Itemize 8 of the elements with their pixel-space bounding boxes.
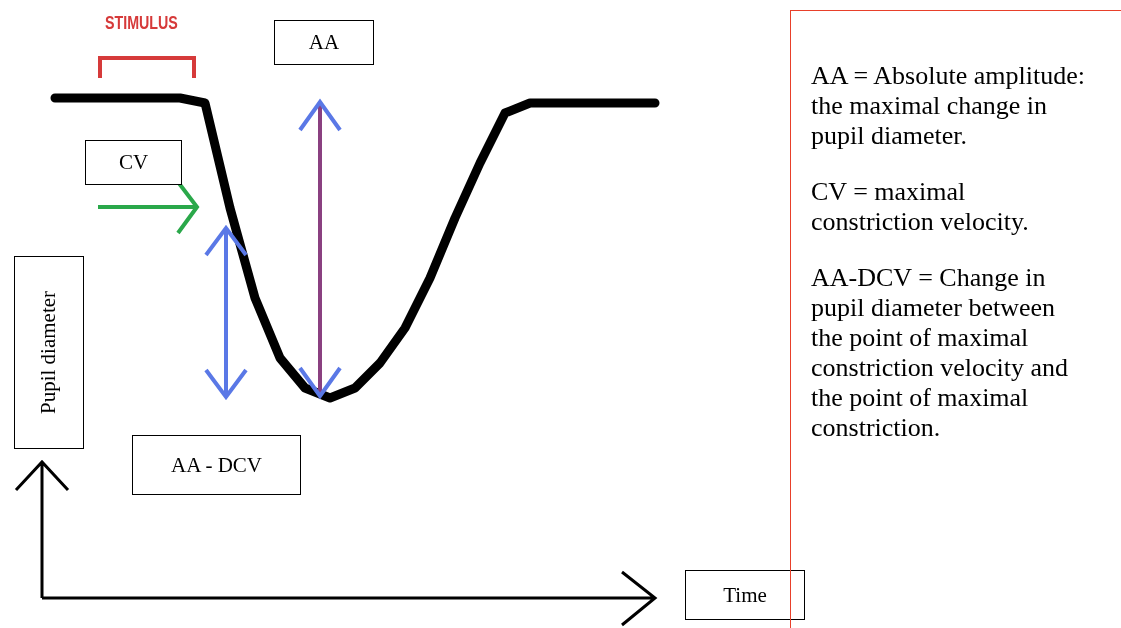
text-box: Pupil diameter bbox=[14, 256, 84, 449]
text-box: CV bbox=[85, 140, 182, 185]
y-axis-title: Pupil diameter bbox=[36, 290, 62, 415]
text-box: AA bbox=[274, 20, 374, 65]
text-box: Time bbox=[685, 570, 805, 620]
text-panel: AA = Absolute amplitude: the maximal change in pupil diameter. CV = maximal constriction velocity. AA-DCV = Change in pupil diameter between the point of maximal constriction velocity and the point of maximal constriction. bbox=[790, 10, 1121, 628]
text: STIMULUS bbox=[105, 12, 178, 34]
text-box: AA - DCV bbox=[132, 435, 301, 495]
